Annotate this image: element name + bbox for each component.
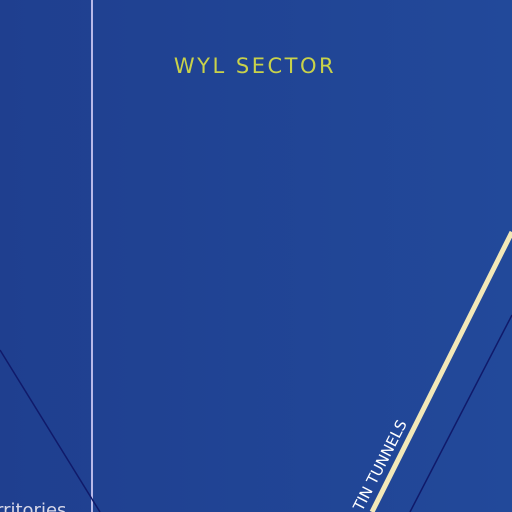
road (369, 230, 512, 512)
border-line (0, 349, 101, 512)
region-label: rritories (0, 500, 66, 512)
border-line (409, 314, 512, 512)
sector-label: WYL SECTOR (174, 54, 336, 78)
